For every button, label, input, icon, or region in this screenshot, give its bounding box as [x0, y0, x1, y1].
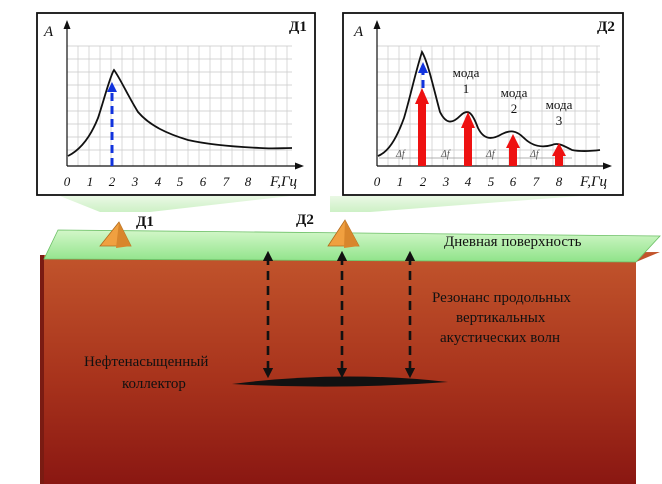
panel-d2-tick: 5 — [488, 174, 495, 189]
earth-left-edge — [40, 255, 44, 484]
earth-body — [40, 252, 660, 484]
mode-arrow-2 — [509, 148, 517, 166]
delta-label: Δf — [529, 149, 540, 160]
panel-d1-x-label: F,Гц — [269, 174, 297, 190]
surface-label: Дневная поверхность — [444, 234, 582, 250]
panel-d2-x-label: F,Гц — [579, 174, 607, 190]
resonance-line-2: вертикальных — [456, 310, 546, 326]
panel-d1-tick: 5 — [177, 174, 184, 189]
panel-d2: Δf Δf Δf Δf мода 1 мода 2 мода 3 Д2 A F,… — [342, 12, 624, 196]
panel-d2-delta-labels: Δf Δf Δf Δf — [395, 149, 540, 160]
resonance-line-3: акустических волн — [440, 330, 560, 346]
panel-d2-grid — [377, 45, 600, 166]
panel-d1-y-label: A — [43, 24, 54, 40]
panel-d1-tick: 8 — [245, 174, 252, 189]
delta-label: Δf — [485, 149, 496, 160]
panel-d2-tick: 3 — [442, 174, 450, 189]
delta-label: Δf — [440, 149, 451, 160]
beam-left — [60, 196, 290, 212]
panel-d1-ticks: 0 1 2 3 4 5 6 7 8 — [64, 174, 252, 189]
panel-d1-tick: 6 — [200, 174, 207, 189]
panel-d1-tick: 7 — [223, 174, 230, 189]
reservoir-lens — [232, 376, 448, 387]
panel-d2-tick: 2 — [420, 174, 427, 189]
sensor-d1-label: Д1 — [136, 214, 154, 230]
panel-d1-tick: 3 — [131, 174, 139, 189]
mode-arrow-1 — [464, 128, 472, 166]
panel-d2-tick: 0 — [374, 174, 381, 189]
mode-arrowhead-0 — [415, 88, 429, 104]
panel-d2-tag: Д2 — [597, 19, 615, 35]
panel-d1-tick: 2 — [109, 174, 116, 189]
reservoir-line-2: коллектор — [122, 376, 186, 392]
panel-d2-tick: 7 — [533, 174, 540, 189]
panel-d2-tick: 1 — [397, 174, 404, 189]
panel-d1: Д1 A F,Гц 0 1 2 3 4 5 6 7 8 — [36, 12, 316, 196]
mode-arrowhead-3 — [552, 143, 566, 156]
panel-d2-tick: 4 — [465, 174, 472, 189]
mode-arrowhead-2 — [506, 134, 520, 148]
mode-1-word: мода — [453, 65, 480, 80]
panel-d1-tag: Д1 — [289, 19, 307, 35]
panel-d2-tick: 6 — [510, 174, 517, 189]
mode-arrow-0 — [418, 104, 426, 166]
mode-2-word: мода — [501, 85, 528, 100]
mode-arrowhead-1 — [461, 112, 475, 128]
delta-label: Δf — [395, 149, 406, 160]
mode-3-num: 3 — [556, 113, 563, 128]
panel-d2-mode-labels: мода 1 мода 2 мода 3 — [453, 65, 573, 128]
panel-d1-tick: 1 — [87, 174, 94, 189]
panel-d1-tick: 0 — [64, 174, 71, 189]
mode-2-num: 2 — [511, 101, 518, 116]
panel-d2-tick: 8 — [556, 174, 563, 189]
sensor-d1-pyramid — [99, 221, 132, 248]
panel-d2-spectrum-curve — [377, 49, 601, 157]
sensor-d2-pyramid — [327, 219, 360, 248]
panel-d2-red-arrows — [415, 88, 566, 166]
panel-d2-y-label: A — [353, 24, 364, 40]
resonance-line-1: Резонанс продольных — [432, 290, 571, 306]
mode-arrow-3 — [555, 156, 563, 166]
panel-d2-ticks: 0 1 2 3 4 5 6 7 8 — [374, 174, 563, 189]
mode-1-num: 1 — [463, 81, 470, 96]
reservoir-line-1: Нефтенасыщенный — [84, 354, 208, 370]
panel-d1-tick: 4 — [155, 174, 162, 189]
mode-3-word: мода — [546, 97, 573, 112]
beam-right — [330, 196, 580, 212]
panel-d1-spectrum-curve — [67, 68, 293, 157]
sensor-d2-label: Д2 — [296, 212, 314, 228]
panel-d1-grid — [67, 45, 292, 166]
